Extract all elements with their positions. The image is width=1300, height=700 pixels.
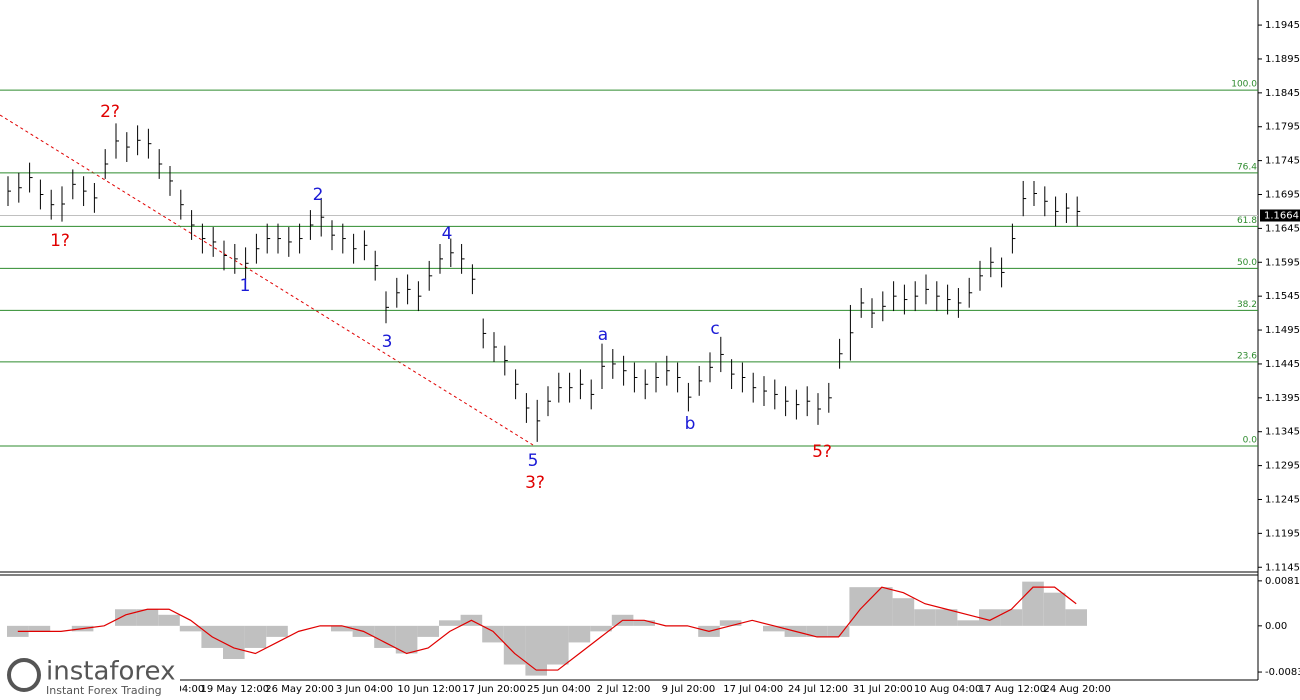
histogram-bar [568,625,591,643]
x-tick-label: 10 Aug 04:00 [914,684,981,695]
logo: instaforex Instant Forex Trading [0,652,180,700]
histogram-bar [914,609,936,626]
histogram-bar [28,625,51,632]
histogram-bar [849,587,871,626]
histogram-bar [482,625,504,643]
histogram-bar [806,625,828,637]
y-tick-label: 1.1245 [1265,494,1300,505]
histogram-bar [1043,592,1066,626]
y-tick-label: 0.00 [1265,621,1287,632]
x-tick-label: 2 Jul 12:00 [597,684,651,695]
y-tick-label: 1.1595 [1265,257,1300,268]
histogram-bar [417,625,439,637]
x-tick-label: 9 Jul 20:00 [662,684,716,695]
current-price-box [1260,209,1300,222]
histogram-bar [1065,609,1087,626]
y-tick-label: 1.1845 [1265,88,1300,99]
y-tick-label: 1.1695 [1265,190,1300,201]
histogram-bar [935,609,958,626]
wave-label: 1? [50,231,70,251]
y-tick-label: -0.00836 [1265,667,1300,678]
histogram-bar [395,625,418,654]
histogram-bar [439,620,461,626]
x-tick-label: 26 May 20:00 [265,684,334,695]
histogram-bar [633,620,655,626]
histogram-bar [136,609,159,626]
x-tick-label: 24 Jul 12:00 [788,684,848,695]
x-tick-label: 19 May 12:00 [201,684,270,695]
x-tick-label: 17 Aug 12:00 [979,684,1046,695]
y-tick-label: 1.1195 [1265,528,1300,539]
histogram-bar [1000,609,1023,626]
fib-label: 23.6 [1237,351,1257,361]
y-tick-label: 1.1395 [1265,393,1300,404]
histogram-bar [158,614,180,626]
fib-label: 50.0 [1237,258,1257,268]
histogram-bar [1022,581,1044,626]
y-tick-label: 1.1295 [1265,461,1300,472]
histogram-bar [374,625,396,648]
histogram-bar [892,598,915,626]
histogram-bar [827,625,850,637]
histogram-bar [503,625,526,665]
histogram-bar [179,625,202,632]
x-tick-label: 17 Jun 20:00 [462,684,526,695]
wave-label: 1 [240,276,251,296]
fib-label: 61.8 [1237,216,1257,226]
y-tick-label: 1.1145 [1265,562,1300,573]
trend-line [0,114,534,446]
histogram-bar [871,587,893,626]
histogram-bar [719,620,742,626]
y-tick-label: 0.00814 [1265,576,1300,587]
y-tick-label: 1.1345 [1265,427,1300,438]
logo-icon [7,658,41,692]
x-tick-label: 24 Aug 20:00 [1043,684,1110,695]
x-tick-label: 10 Jun 12:00 [397,684,461,695]
fib-label: 76.4 [1237,162,1257,172]
wave-label: c [710,319,719,339]
x-tick-label: 3 Jun 04:00 [336,684,393,695]
wave-label: 2 [313,185,324,205]
y-tick-label: 1.1895 [1265,54,1300,65]
histogram-bar [223,625,245,659]
y-tick-label: 1.1745 [1265,156,1300,167]
fib-label: 100.0 [1231,80,1257,90]
signal-line [17,586,1077,671]
wave-label: 3 [382,332,393,352]
histogram-bar [244,625,267,648]
wave-label: 4 [442,224,453,244]
logo-name: instaforex [46,657,175,687]
y-tick-label: 1.1545 [1265,291,1300,302]
histogram-bar [979,609,1001,626]
fib-label: 38.2 [1237,300,1257,310]
x-tick-label: 17 Jul 04:00 [723,684,783,695]
histogram-bar [115,609,137,626]
y-tick-label: 1.1495 [1265,325,1300,336]
current-price-label: 1.1664 [1264,211,1299,222]
histogram-bar [331,625,353,632]
wave-label: 5 [528,451,539,471]
histogram-bar [547,625,569,665]
y-tick-label: 1.1795 [1265,122,1300,133]
y-tick-label: 1.1445 [1265,359,1300,370]
x-tick-label: 31 Jul 20:00 [853,684,913,695]
histogram-bar [266,625,288,637]
fib-label: 0.0 [1243,435,1258,445]
y-tick-label: 1.1945 [1265,20,1300,31]
histogram-bar [590,625,612,632]
wave-label: 3? [525,473,545,493]
wave-label: 2? [100,102,120,122]
wave-label: a [598,325,608,345]
histogram-bar [763,625,785,632]
y-tick-label: 1.1645 [1265,223,1300,234]
wave-label: 5? [812,442,832,462]
histogram-bar [957,620,979,626]
logo-tagline: Instant Forex Trading [46,684,162,697]
histogram-bar [525,625,547,676]
wave-label: b [685,414,696,434]
x-tick-label: 25 Jun 04:00 [527,684,591,695]
